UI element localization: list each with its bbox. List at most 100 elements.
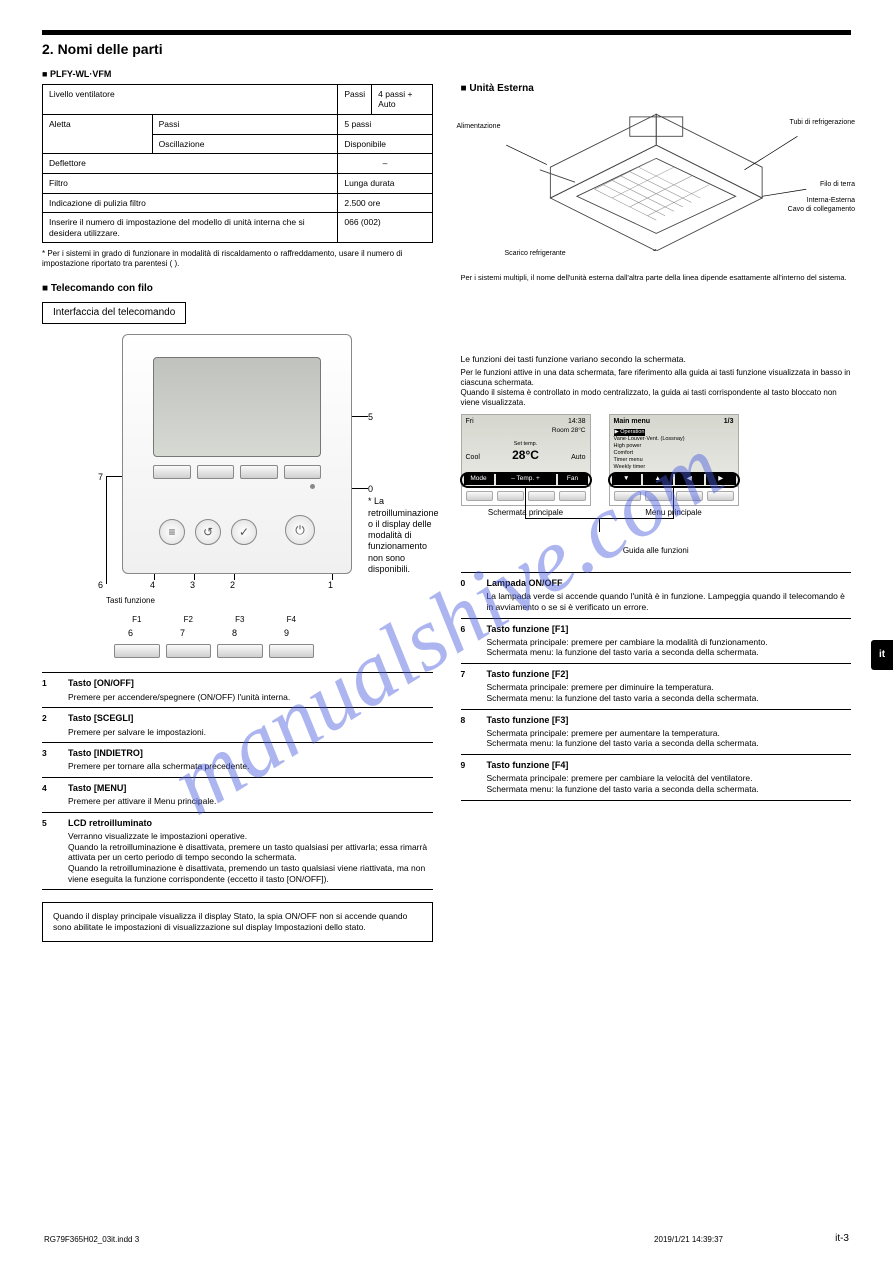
desc-title: Tasto funzione [F3] (487, 715, 852, 726)
mini-menu-screen: Main menu 1/3 ▶ Operation Vane·Louver·Ve… (609, 414, 739, 506)
desc-row: 3 Tasto [INDIETRO]Premere per tornare al… (42, 742, 433, 777)
outdoor-heading: ■ Unità Esterna (461, 83, 852, 96)
left-column: ■ PLFY-WL·VFM Livello ventilatore Passi … (42, 69, 433, 942)
f4-key[interactable] (284, 465, 322, 479)
desc-body: Schermata principale: premere per aument… (487, 728, 759, 749)
desc-row: 4 Tasto [MENU]Premere per attivare il Me… (42, 777, 433, 812)
spec-cell: Lunga durata (338, 173, 432, 193)
remote-controller: ≡ ↺ ✓ ⏻ (122, 334, 352, 574)
desc-body: Premere per tornare alla schermata prece… (68, 761, 249, 771)
f2-key[interactable] (197, 465, 235, 479)
spec-cell: Oscillazione (152, 134, 338, 154)
desc-body: Verranno visualizzate le impostazioni op… (68, 831, 427, 884)
callout-6b: 6 (128, 628, 133, 639)
mini-caption-heading: Le funzioni dei tasti funzione variano s… (461, 354, 852, 365)
iso-label-power: Alimentazione (457, 123, 517, 132)
f1-key-ex (114, 644, 160, 658)
desc-title: Tasto [SCEGLI] (68, 713, 433, 724)
desc-body: Schermata principale: premere per cambia… (487, 773, 759, 794)
mini-caption-body: Per le funzioni attive in una data scher… (461, 368, 852, 408)
lcd-screen (153, 357, 321, 457)
spec-cell: Indicazione di pulizia filtro (43, 193, 338, 213)
return-button[interactable]: ↺ (195, 519, 221, 545)
callout-7: 7 (98, 472, 103, 483)
fkey-label: F3 (217, 615, 263, 625)
mini-text: 1/3 (724, 418, 734, 427)
f4-key-ex (269, 644, 315, 658)
menu-button[interactable]: ≡ (159, 519, 185, 545)
model-caption: ■ PLFY-WL·VFM (42, 69, 433, 80)
desc-title: LCD retroilluminato (68, 818, 433, 829)
desc-row: 1 Tasto [ON/OFF]Premere per accendere/sp… (42, 672, 433, 707)
callout-6: 6 (98, 580, 103, 591)
spec-cell: Passi (152, 115, 338, 135)
desc-row: 9 Tasto funzione [F4]Schermata principal… (461, 754, 852, 800)
desc-block-left: 1 Tasto [ON/OFF]Premere per accendere/sp… (42, 672, 433, 890)
desc-row: 7 Tasto funzione [F2]Schermata principal… (461, 663, 852, 709)
spec-row-fan: Livello ventilatore Passi 4 passi + Auto (43, 84, 433, 114)
mini-text: Auto (571, 454, 585, 463)
spec-cell: – (338, 154, 432, 174)
footer-code: RG79F365H02_03it.indd 3 (44, 1235, 139, 1245)
mini-screens: Fri 14:38 Room 28°C Cool Set temp. 28°C … (461, 414, 852, 506)
desc-row-led: 0 Lampada ON/OFFLa lampada verde si acce… (461, 572, 852, 618)
fkeys-caption: Tasti funzione (106, 596, 155, 606)
mini-main-caption: Schermata principale (461, 508, 591, 518)
spec-cell: Livello ventilatore (43, 84, 338, 114)
desc-body: Premere per accendere/spegnere (ON/OFF) … (68, 692, 290, 702)
menu-item: Timer menu (614, 457, 643, 463)
boxed-note: Quando il display principale visualizza … (42, 902, 433, 941)
fguide-caption: Guida alle funzioni (461, 546, 852, 556)
iso-label-intext: Interna-Esterna Cavo di collegamento (785, 197, 855, 215)
desc-title: Lampada ON/OFF (487, 578, 852, 589)
desc-body: Premere per attivare il Menu principale. (68, 796, 216, 806)
desc-title: Tasto funzione [F4] (487, 760, 852, 771)
desc-title: Tasto [ON/OFF] (68, 678, 433, 689)
desc-title: Tasto funzione [F2] (487, 669, 852, 680)
mini-text: Main menu (614, 418, 651, 427)
desc-body: Schermata principale: premere per cambia… (487, 637, 768, 658)
spec-cell: 5 passi (338, 115, 432, 135)
spec-row-filter-hours: Indicazione di pulizia filtro 2.500 ore (43, 193, 433, 213)
footer-timestamp: 2019/1/21 14:39:37 (654, 1235, 723, 1245)
f3-key[interactable] (240, 465, 278, 479)
fkey-label: F4 (269, 615, 315, 625)
mini-text: Cool (466, 454, 480, 463)
right-column: ■ Unità Esterna (461, 69, 852, 942)
menu-item: Weekly timer (614, 464, 646, 470)
menu-item: Comfort (614, 450, 634, 456)
spec-row-filter: Filtro Lunga durata (43, 173, 433, 193)
fkey-label: F1 (114, 615, 160, 625)
spec-cell: Filtro (43, 173, 338, 193)
spec-row-model-num: Inserire il numero di impostazione del m… (43, 213, 433, 243)
function-key-row (153, 465, 321, 479)
spec-row-vane1: Aletta Passi 5 passi (43, 115, 433, 135)
select-button[interactable]: ✓ (231, 519, 257, 545)
desc-title: Tasto [MENU] (68, 783, 433, 794)
f1-key[interactable] (153, 465, 191, 479)
callout-4: 4 (150, 580, 155, 591)
mini-text: Set temp. (512, 441, 539, 448)
callout-2: 2 (230, 580, 235, 591)
footer-page-num: it-3 (835, 1233, 849, 1246)
mini-menu-caption: Menu principale (609, 508, 739, 518)
callout-3: 3 (190, 580, 195, 591)
spec-table: Livello ventilatore Passi 4 passi + Auto… (42, 84, 433, 244)
interface-label: Interfaccia del telecomando (42, 302, 186, 325)
onoff-led (310, 484, 315, 489)
mini-main-screen: Fri 14:38 Room 28°C Cool Set temp. 28°C … (461, 414, 591, 506)
iso-label-refpipe: Tubi di refrigerazione (785, 119, 855, 128)
iso-label-drain: Filo di terra (785, 181, 855, 190)
outdoor-unit-drawing: Alimentazione Tubi di refrigerazione Fil… (461, 101, 852, 251)
desc-body: Premere per salvare le impostazioni. (68, 727, 206, 737)
controller-heading: ■ Telecomando con filo (42, 283, 433, 296)
spec-cell: Aletta (43, 115, 153, 154)
callout-7b: 7 (180, 628, 185, 639)
desc-row: 2 Tasto [SCEGLI]Premere per salvare le i… (42, 707, 433, 742)
power-button[interactable]: ⏻ (285, 515, 315, 545)
spec-footnote: * Per i sistemi in grado di funzionare i… (42, 249, 433, 269)
spec-cell: Disponibile (338, 134, 432, 154)
iso-label-ground: Scarico refrigerante (505, 250, 625, 259)
desc-row: 5 LCD retroilluminatoVerranno visualizza… (42, 812, 433, 889)
side-tab: it (871, 640, 893, 670)
